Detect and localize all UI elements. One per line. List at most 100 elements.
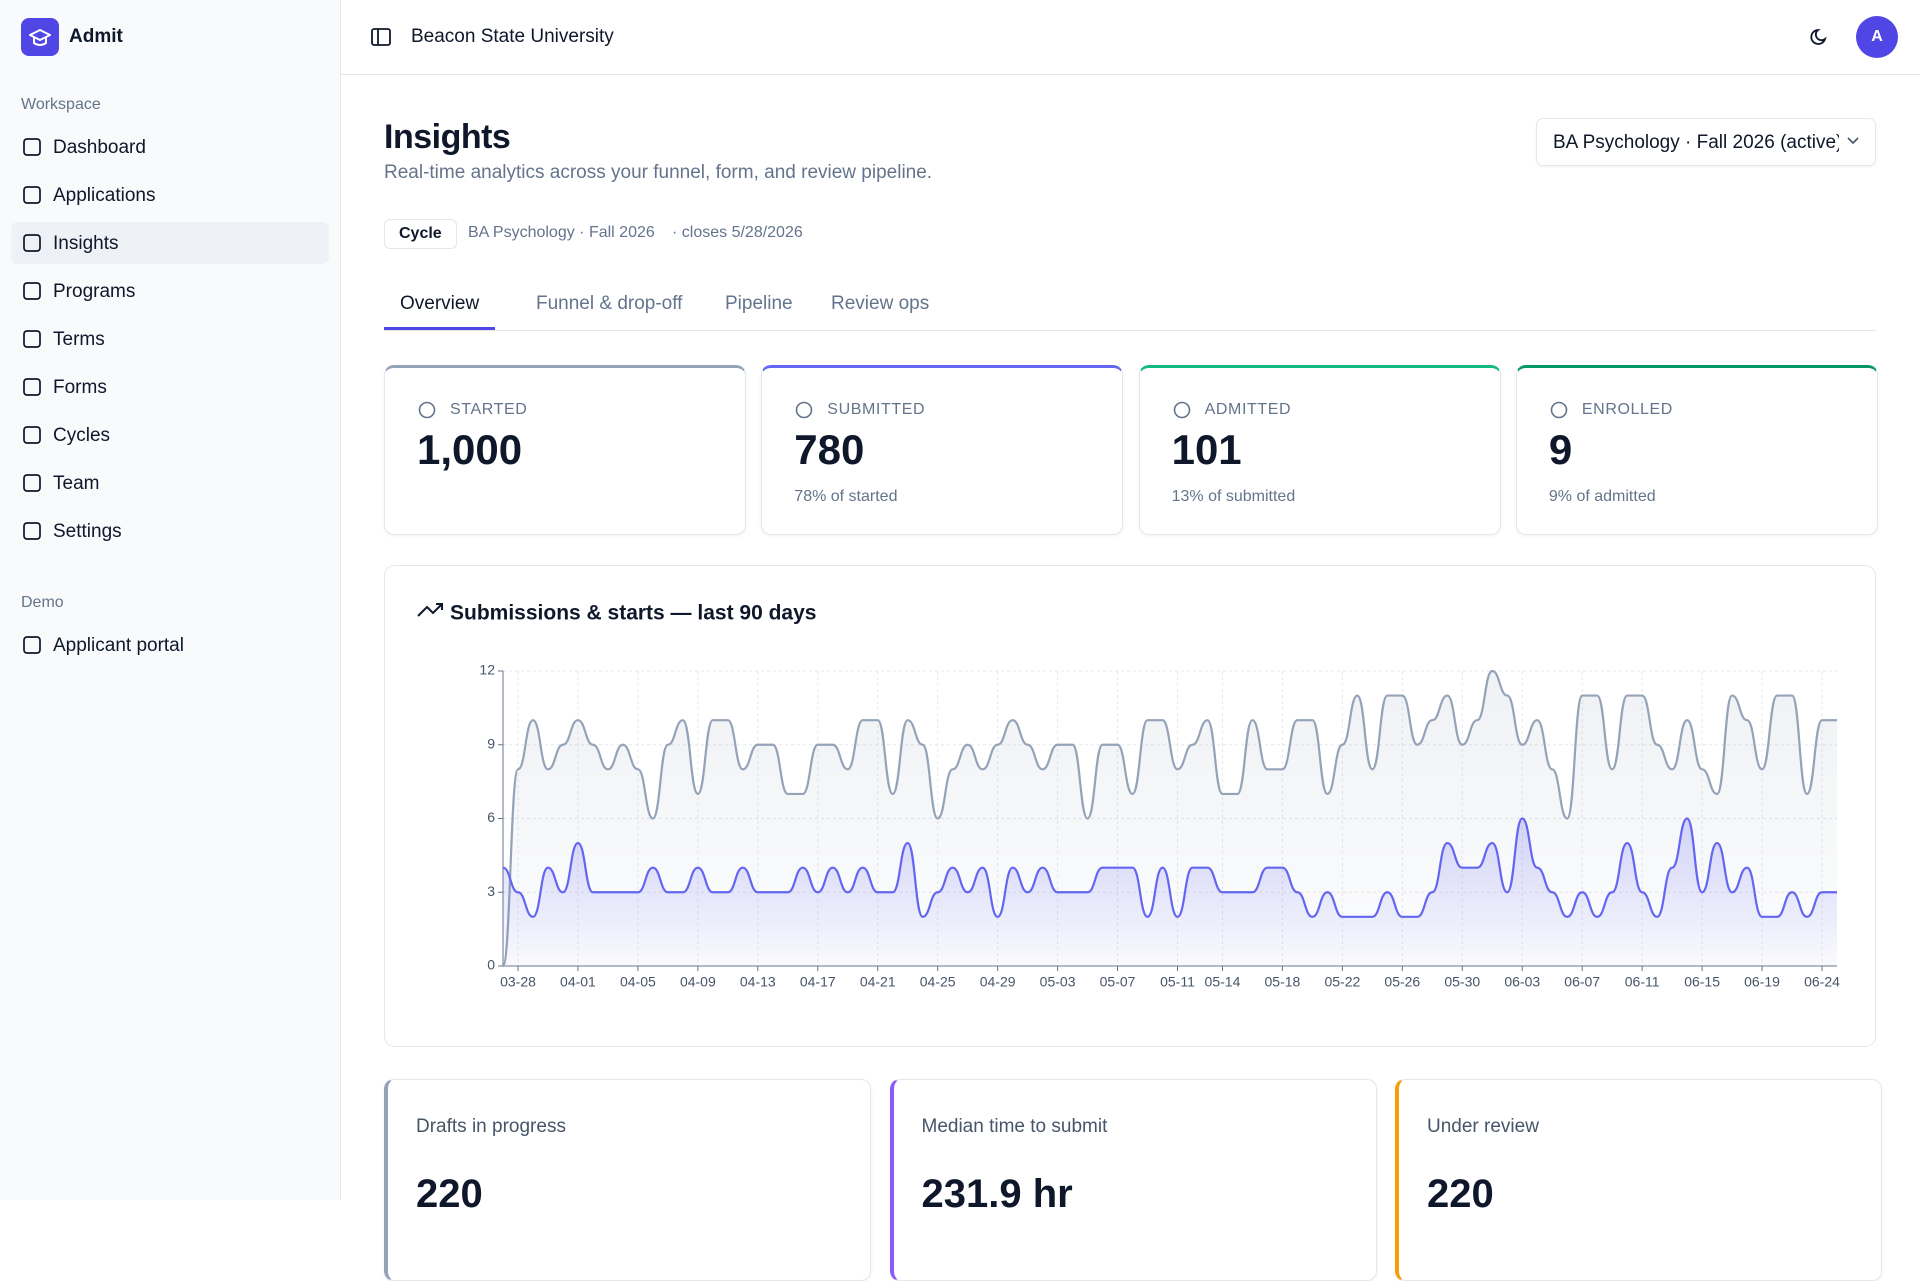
stat-icon [418,401,436,419]
x-tick-label: 03-28 [500,974,536,990]
trend-icon [417,603,443,617]
org-name: Beacon State University [411,26,614,47]
x-tick-label: 06-03 [1504,974,1540,990]
nav-label: Insights [53,233,119,254]
x-tick-label: 06-11 [1625,974,1660,990]
x-tick-label: 04-17 [800,974,836,990]
stat-icon [1550,401,1568,419]
nav-label: Team [53,473,100,494]
nav-item[interactable]: Forms [11,366,329,408]
y-tick-label: 6 [487,809,495,825]
line [502,817,1837,918]
icon-shape [23,636,41,654]
nav-icon [23,522,41,540]
y-tick-label: 12 [479,662,495,678]
summary-value: 220 [1427,1172,1494,1216]
sidebar-toggle[interactable] [371,28,391,46]
nav-item[interactable]: Settings [11,510,329,552]
tab[interactable]: Review ops [831,293,930,314]
summary-label: Under review [1427,1116,1539,1137]
icon-shape [23,138,41,156]
x-tick-label: 04-05 [620,974,656,990]
y-tick-label: 0 [487,957,495,973]
stat-note: 78% of started [794,488,898,505]
summary-card: Drafts in progress 220 [384,1079,871,1281]
nav-item[interactable]: Terms [11,318,329,360]
icon-shape [418,401,436,419]
tab[interactable]: Funnel & drop-off [536,293,683,314]
nav-item[interactable]: Programs [11,270,329,312]
program-select[interactable]: BA Psychology · Fall 2026 (active) [1536,118,1876,166]
nav-label: Settings [53,521,122,542]
nav-label: Programs [53,281,136,302]
logo-icon [29,29,51,46]
avatar[interactable]: A [1856,16,1898,58]
x-tick-label: 05-03 [1040,974,1076,990]
icon-shape [23,186,41,204]
page-subtitle: Real-time analytics across your funnel, … [384,162,933,183]
nav-label: Applications [53,185,156,206]
x-tick-label: 06-15 [1684,974,1720,990]
topbar: Beacon State University A [341,0,1920,75]
stat-icon [795,401,813,419]
stat-card: SUBMITTED 780 78% of started [761,365,1124,535]
nav-icon [23,426,41,444]
nav-item[interactable]: Dashboard [11,126,329,168]
x-tick-label: 04-25 [920,974,956,990]
stat-value: 101 [1171,426,1242,473]
stat-note: 13% of submitted [1171,488,1296,505]
nav-icon [23,378,41,396]
brand-logo [21,18,59,56]
tab[interactable]: Pipeline [725,293,793,314]
stat-icon [1173,401,1190,419]
cycle-closes: · closes 5/28/2026 [672,224,803,241]
nav-item[interactable]: Team [11,462,329,504]
x-tick-label: 05-07 [1100,974,1136,990]
cycle-badge: Cycle [384,219,457,249]
tab-underline [384,327,495,330]
summary-card: Under review 220 [1395,1079,1882,1281]
icon-shape [1173,401,1190,419]
nav-label: Applicant portal [53,635,184,656]
nav-item[interactable]: Applicant portal [11,624,329,666]
x-tick-label: 06-07 [1564,974,1600,990]
nav-item[interactable]: Cycles [11,414,329,456]
stat-value: 780 [794,426,865,473]
page-title: Insights [384,118,511,156]
stat-label: ADMITTED [1204,401,1292,418]
x-tick-label: 04-13 [740,974,776,990]
stat-label: ENROLLED [1581,401,1673,418]
stat-label: SUBMITTED [827,401,926,418]
nav-icon [23,282,41,300]
stat-note: 9% of admitted [1548,488,1656,505]
nav-icon [23,234,41,252]
x-tick-label: 06-24 [1804,974,1840,990]
tab[interactable]: Overview [400,293,480,314]
tab-divider [384,330,1876,331]
select-value: BA Psychology · Fall 2026 (active) [1553,132,1839,153]
line [501,669,1837,968]
y-tick-label: 9 [487,735,495,751]
chevron [1847,137,1859,145]
stat-value: 1,000 [417,426,523,473]
x-tick-label: 05-11 [1160,974,1195,990]
nav-label: Forms [53,377,107,398]
icon-shape [23,282,41,300]
nav-label: Dashboard [53,137,146,158]
chart-card: Submissions & starts — last 90 days 0 3 6 9… [384,565,1876,1047]
theme-toggle[interactable] [1810,27,1830,47]
sidebar: Admit Workspace Dashboard Applications Insi… [0,0,341,1200]
x-tick-label: 04-01 [560,974,596,990]
stat-label: STARTED [450,401,528,418]
icon-shape [1550,401,1568,419]
stat-card: ENROLLED 9 9% of admitted [1515,365,1878,535]
nav-icon [23,636,41,654]
icon-shape [23,426,41,444]
stat-card: ADMITTED 101 13% of submitted [1138,365,1501,535]
nav-item[interactable]: Applications [11,174,329,216]
nav-item[interactable]: Insights [11,222,329,264]
icon-shape [23,234,41,252]
icon-shape [23,522,41,540]
summary-value: 220 [416,1172,483,1216]
